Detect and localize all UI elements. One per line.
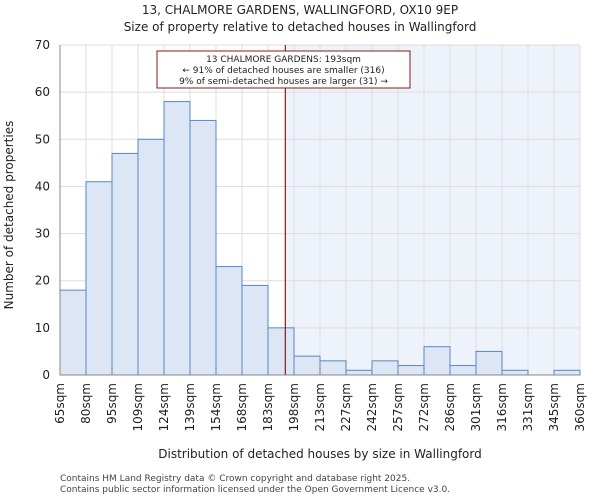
x-tick-label: 360sqm (573, 383, 587, 431)
x-tick-label: 168sqm (235, 383, 249, 431)
y-tick-label: 0 (42, 368, 50, 382)
x-tick-label: 139sqm (183, 383, 197, 431)
x-tick-label: 345sqm (547, 383, 561, 431)
bar-345sqm (553, 369, 581, 376)
bar-139sqm (189, 119, 217, 376)
bar-242sqm (371, 360, 399, 376)
chart-subtitle: Size of property relative to detached ho… (123, 20, 477, 34)
y-tick-label: 50 (35, 132, 50, 146)
bar-286sqm (449, 365, 477, 376)
x-tick-label: 154sqm (209, 383, 223, 431)
x-tick-label: 95sqm (105, 383, 119, 424)
y-tick-label: 60 (35, 85, 50, 99)
bar-227sqm (345, 369, 373, 376)
bar-95sqm (111, 152, 139, 376)
bar-65sqm (59, 289, 87, 376)
footer-licence: Contains public sector information licen… (60, 485, 451, 495)
bar-80sqm (85, 181, 113, 376)
x-tick-label: 257sqm (391, 383, 405, 431)
x-tick-label: 65sqm (53, 383, 67, 424)
x-tick-label: 242sqm (365, 383, 379, 431)
x-tick-label: 198sqm (287, 383, 301, 431)
annotation-line-1: 13 CHALMORE GARDENS: 193sqm (206, 55, 361, 65)
x-tick-label: 183sqm (261, 383, 275, 431)
larger-region-shade (285, 45, 580, 375)
x-tick-label: 286sqm (443, 383, 457, 431)
x-tick-label: 124sqm (157, 383, 171, 431)
y-tick-label: 70 (35, 38, 50, 52)
annotation-line-2: ← 91% of detached houses are smaller (31… (182, 66, 384, 76)
y-axis-label: Number of detached properties (2, 121, 16, 310)
y-tick-label: 40 (35, 179, 50, 193)
bar-316sqm (501, 369, 529, 376)
annotation-box (156, 50, 411, 89)
bar-109sqm (137, 138, 165, 376)
y-tick-label: 10 (35, 321, 50, 335)
annotation-line-3: 9% of semi-detached houses are larger (3… (179, 77, 388, 87)
y-tick-label: 30 (35, 227, 50, 241)
x-tick-label: 213sqm (313, 383, 327, 431)
bar-168sqm (241, 284, 269, 376)
bar-272sqm (423, 346, 451, 376)
bar-257sqm (397, 365, 425, 376)
x-tick-label: 272sqm (417, 383, 431, 431)
bar-301sqm (475, 350, 503, 376)
x-tick-label: 80sqm (79, 383, 93, 424)
x-axis-label: Distribution of detached houses by size … (158, 447, 481, 461)
chart-title: 13, CHALMORE GARDENS, WALLINGFORD, OX10 … (141, 3, 459, 17)
x-tick-label: 316sqm (495, 383, 509, 431)
bar-213sqm (319, 360, 347, 376)
bar-124sqm (163, 101, 191, 376)
x-tick-label: 109sqm (131, 383, 145, 431)
bar-154sqm (215, 266, 243, 376)
x-tick-label: 227sqm (339, 383, 353, 431)
bar-198sqm (293, 355, 321, 376)
x-tick-label: 331sqm (521, 383, 535, 431)
y-tick-label: 20 (35, 274, 50, 288)
bar-183sqm (267, 327, 295, 376)
x-tick-label: 301sqm (469, 383, 483, 431)
footer-copyright: Contains HM Land Registry data © Crown c… (60, 474, 411, 484)
